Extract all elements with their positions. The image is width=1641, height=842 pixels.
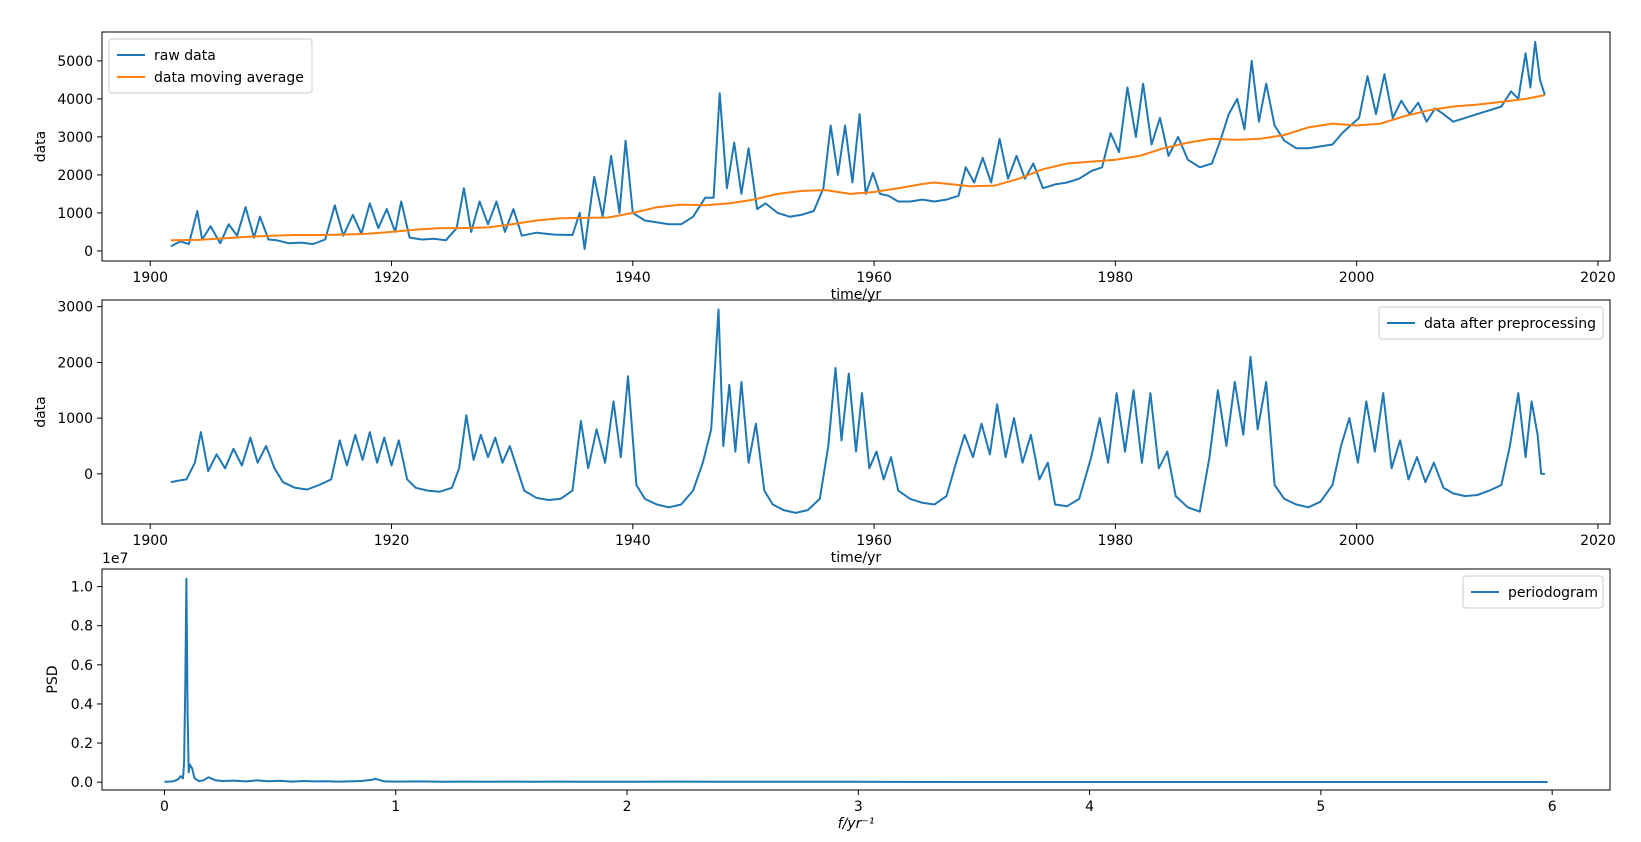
series-line-1	[164, 577, 1548, 783]
subplot-3: 0 1 2 3 4 5 6 0.0 0.2 0.4 0.6 0.8 1.0 f/yr⁻¹ PSD 1e7 per…	[45, 551, 1611, 832]
legend-label: data moving average	[154, 70, 304, 86]
legend-box	[1462, 575, 1604, 609]
x-axis-label: f/yr⁻¹	[838, 816, 875, 832]
y-tick-label: 0.0	[71, 775, 93, 791]
legend: raw data data moving average	[108, 38, 313, 94]
y-tick-label: 0.6	[71, 658, 93, 674]
x-tick-label: 2000	[1339, 270, 1375, 286]
subplot-2: 1900 1920 1940 1960 1980 2000 2020 0 1000 2000 300…	[33, 299, 1616, 566]
legend: data after preprocessing	[1378, 306, 1604, 340]
y-tick-label: 3000	[57, 300, 93, 316]
axes-frame	[101, 568, 1611, 791]
y-tick-label: 0	[84, 467, 93, 483]
x-tick-label: 1940	[615, 533, 651, 549]
series-line-2	[170, 94, 1546, 242]
x-tick-label: 1	[391, 799, 400, 815]
y-tick-label: 0	[84, 244, 93, 260]
legend-label: periodogram	[1508, 585, 1598, 601]
series-line-1	[170, 40, 1546, 250]
x-tick-label: 3	[854, 799, 863, 815]
x-tick-label: 1940	[615, 270, 651, 286]
y-tick-label: 0.8	[71, 619, 93, 635]
x-tick-label: 1900	[132, 270, 168, 286]
x-tick-label: 6	[1548, 799, 1557, 815]
axes-frame	[101, 299, 1611, 525]
y-tick-label: 1.0	[71, 580, 93, 596]
legend-label: data after preprocessing	[1424, 316, 1596, 332]
y-tick-label: 0.4	[71, 697, 93, 713]
legend: periodogram	[1462, 575, 1604, 609]
offset-label: 1e7	[102, 551, 128, 567]
y-axis-label: data	[33, 131, 49, 163]
y-axis-label: PSD	[45, 665, 61, 693]
x-tick-label: 2	[623, 799, 632, 815]
y-tick-label: 5000	[57, 54, 93, 70]
series-line-1	[170, 308, 1545, 514]
axes-frame	[101, 31, 1611, 262]
subplot-1: 1900 1920 1940 1960 1980 2000 2020 0 1000 2000 300…	[33, 31, 1616, 303]
legend-box	[1378, 306, 1604, 340]
y-tick-label: 4000	[57, 92, 93, 108]
x-tick-label: 2000	[1339, 533, 1375, 549]
y-tick-label: 1000	[57, 411, 93, 427]
y-tick-label: 2000	[57, 168, 93, 184]
x-tick-label: 1920	[374, 533, 410, 549]
y-tick-label: 2000	[57, 355, 93, 371]
legend-label: raw data	[154, 48, 216, 64]
x-tick-label: 2020	[1580, 270, 1616, 286]
x-tick-label: 0	[160, 799, 169, 815]
x-tick-label: 4	[1085, 799, 1094, 815]
x-tick-label: 2020	[1580, 533, 1616, 549]
x-tick-label: 1960	[856, 533, 892, 549]
x-tick-label: 1980	[1098, 533, 1134, 549]
y-axis-label: data	[33, 396, 49, 428]
x-tick-label: 1980	[1098, 270, 1134, 286]
x-tick-label: 1900	[132, 533, 168, 549]
y-tick-label: 3000	[57, 130, 93, 146]
legend-box	[108, 38, 313, 94]
y-tick-label: 1000	[57, 206, 93, 222]
x-axis-label: time/yr	[831, 287, 882, 303]
y-tick-label: 0.2	[71, 736, 93, 752]
x-axis-label: time/yr	[831, 550, 882, 566]
x-tick-label: 1960	[856, 270, 892, 286]
x-tick-label: 5	[1316, 799, 1325, 815]
x-tick-label: 1920	[374, 270, 410, 286]
